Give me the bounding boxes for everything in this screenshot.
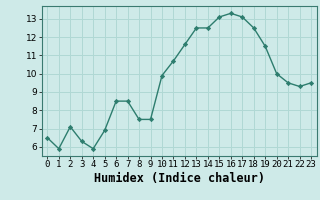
X-axis label: Humidex (Indice chaleur): Humidex (Indice chaleur) xyxy=(94,172,265,185)
